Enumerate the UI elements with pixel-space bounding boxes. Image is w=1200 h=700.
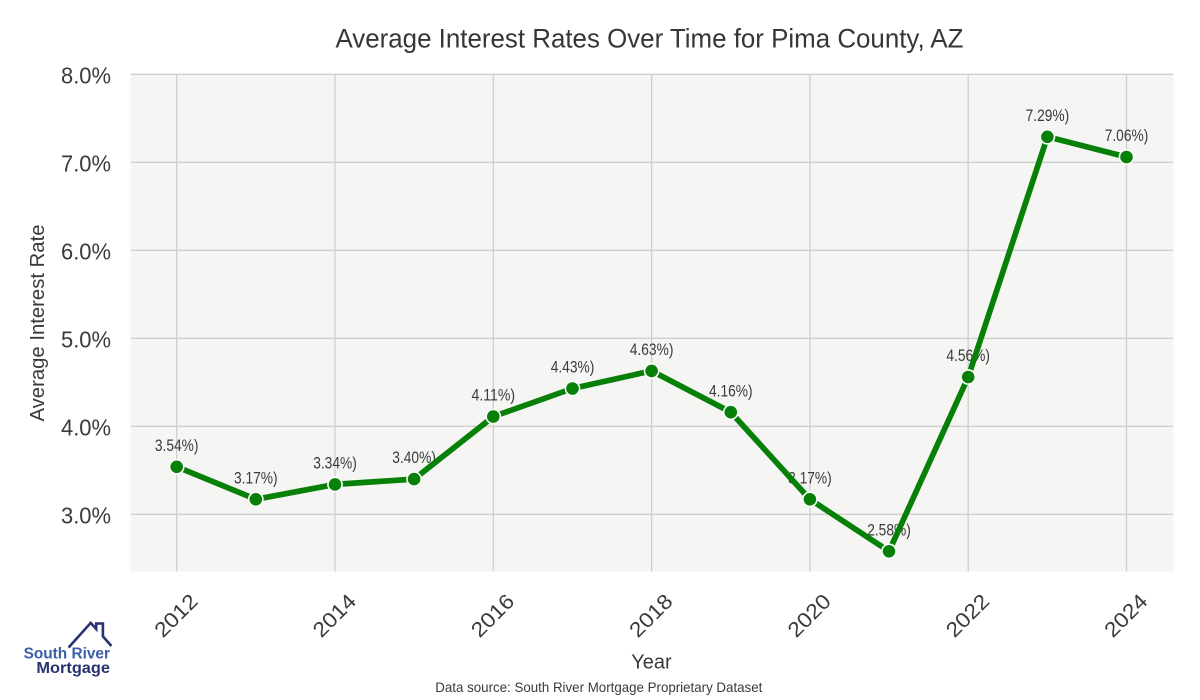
svg-text:3.34%): 3.34%) (313, 455, 357, 473)
svg-text:4.0%: 4.0% (61, 415, 111, 441)
svg-text:3.17%): 3.17%) (234, 469, 278, 487)
svg-text:4.43%): 4.43%) (551, 359, 595, 377)
svg-text:Average Interest Rates Over Ti: Average Interest Rates Over Time for Pim… (336, 24, 964, 54)
svg-text:Data source: South River Mortg: Data source: South River Mortgage Propri… (435, 679, 762, 695)
svg-text:3.17%): 3.17%) (788, 469, 832, 487)
svg-text:7.29%): 7.29%) (1026, 107, 1070, 125)
svg-text:3.54%): 3.54%) (155, 437, 199, 455)
svg-text:8.0%: 8.0% (61, 63, 111, 89)
svg-text:4.56%): 4.56%) (946, 347, 990, 365)
svg-text:Average Interest Rate: Average Interest Rate (27, 225, 49, 422)
svg-text:7.06%): 7.06%) (1105, 127, 1149, 145)
svg-text:3.40%): 3.40%) (392, 449, 436, 467)
svg-text:7.0%: 7.0% (61, 151, 111, 177)
svg-text:6.0%: 6.0% (61, 239, 111, 265)
svg-text:4.63%): 4.63%) (630, 341, 674, 359)
svg-text:Year: Year (631, 652, 672, 674)
svg-text:4.16%): 4.16%) (709, 382, 753, 400)
svg-text:5.0%: 5.0% (61, 327, 111, 353)
svg-text:Mortgage: Mortgage (36, 660, 110, 677)
svg-text:3.0%: 3.0% (61, 503, 111, 529)
svg-text:South River: South River (24, 646, 110, 663)
svg-text:4.11%): 4.11%) (472, 387, 516, 405)
